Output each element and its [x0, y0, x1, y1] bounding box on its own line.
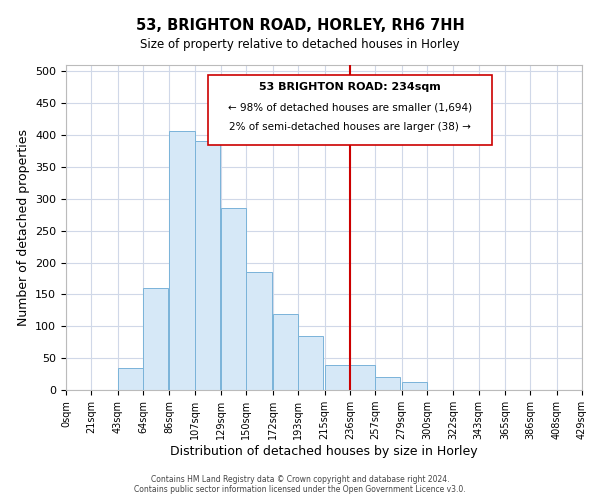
Bar: [118, 368, 143, 390]
Text: ← 98% of detached houses are smaller (1,694): ← 98% of detached houses are smaller (1,…: [228, 102, 472, 113]
Text: 2% of semi-detached houses are larger (38) →: 2% of semi-detached houses are larger (3…: [229, 122, 471, 132]
Bar: [298, 336, 323, 390]
X-axis label: Distribution of detached houses by size in Horley: Distribution of detached houses by size …: [170, 445, 478, 458]
Text: Contains HM Land Registry data © Crown copyright and database right 2024.: Contains HM Land Registry data © Crown c…: [151, 475, 449, 484]
Bar: [375, 378, 400, 390]
Bar: [273, 314, 298, 390]
FancyBboxPatch shape: [208, 74, 492, 144]
Bar: [194, 142, 220, 390]
Text: 53 BRIGHTON ROAD: 234sqm: 53 BRIGHTON ROAD: 234sqm: [259, 82, 441, 92]
Bar: [143, 288, 168, 390]
Text: Contains public sector information licensed under the Open Government Licence v3: Contains public sector information licen…: [134, 485, 466, 494]
Bar: [325, 364, 350, 390]
Bar: [401, 382, 427, 390]
Text: Size of property relative to detached houses in Horley: Size of property relative to detached ho…: [140, 38, 460, 51]
Y-axis label: Number of detached properties: Number of detached properties: [17, 129, 29, 326]
Bar: [221, 208, 247, 390]
Bar: [169, 130, 194, 390]
Bar: [350, 364, 375, 390]
Text: 53, BRIGHTON ROAD, HORLEY, RH6 7HH: 53, BRIGHTON ROAD, HORLEY, RH6 7HH: [136, 18, 464, 32]
Bar: [247, 272, 272, 390]
